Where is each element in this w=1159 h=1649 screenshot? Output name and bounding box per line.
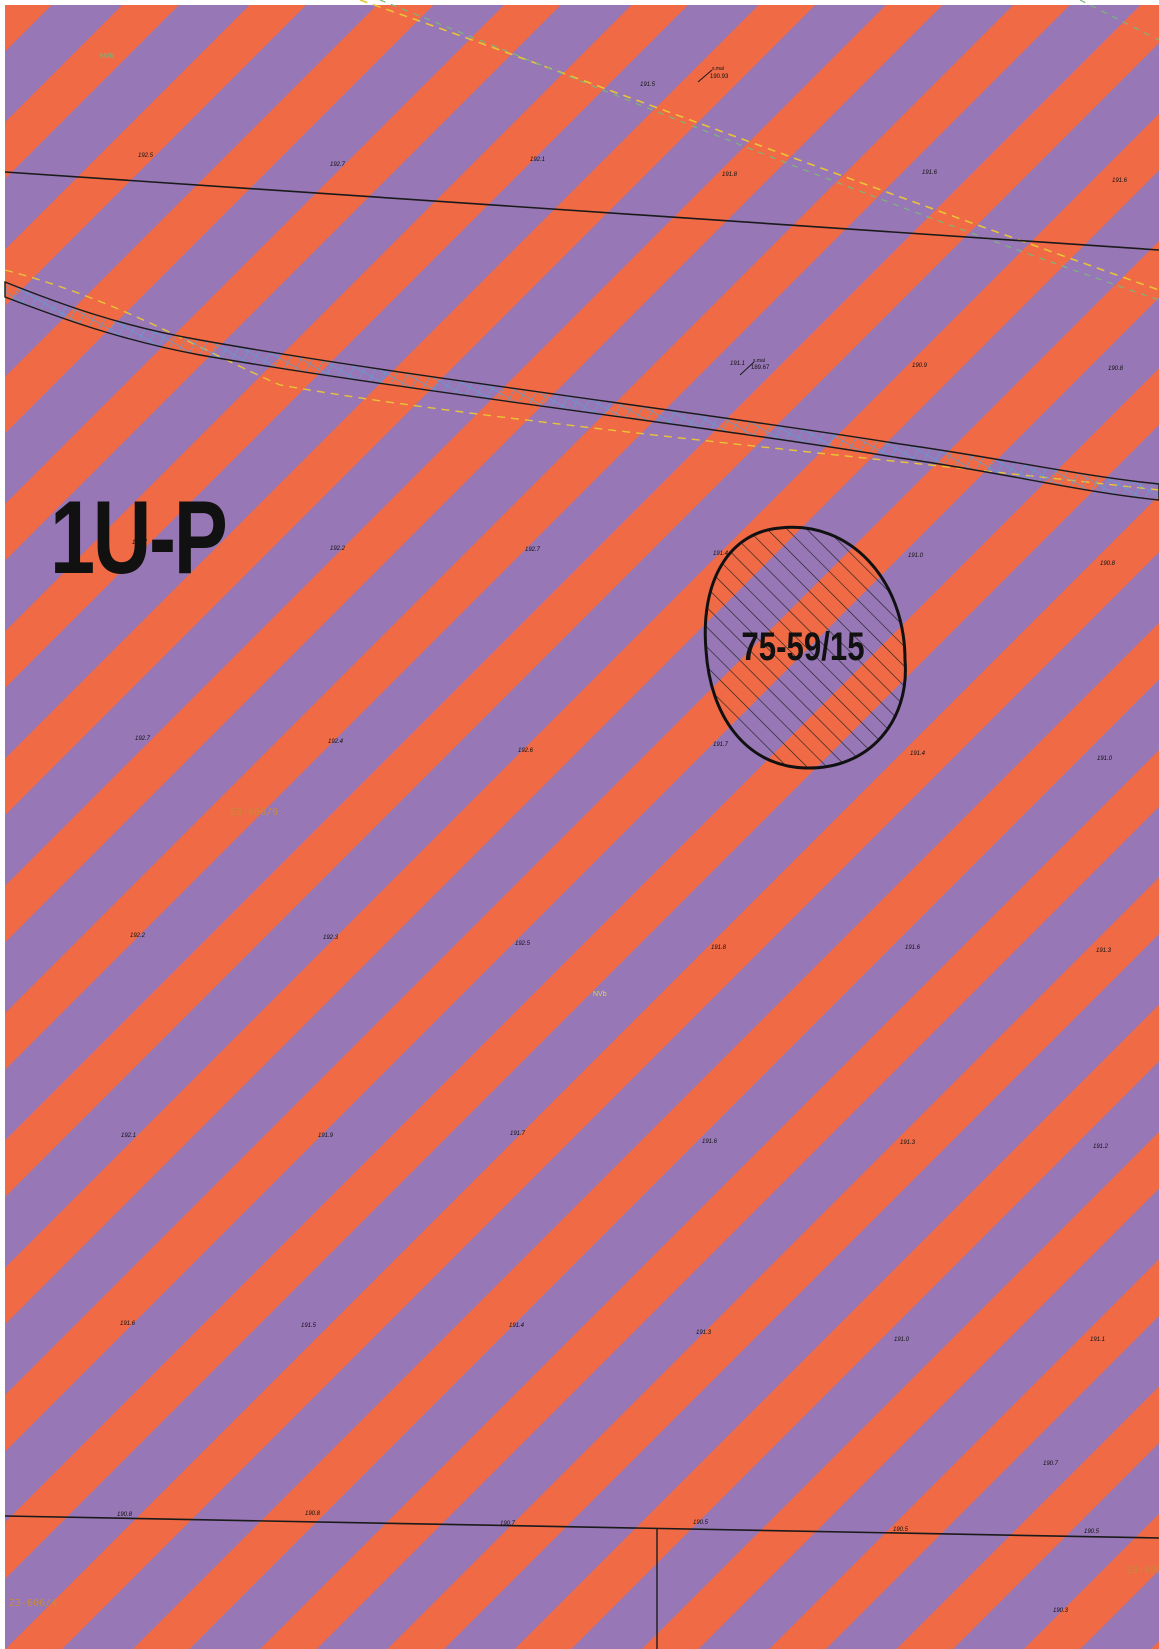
boundary-line-bottom [4, 1515, 1159, 1539]
spot-height-label: 191.0 [908, 553, 924, 559]
spot-height-label: 191.4 [509, 1323, 525, 1329]
parcel-number: 23-606/9 [230, 807, 278, 818]
survey-value: 189.67 [751, 365, 770, 371]
spot-height-label: 191.2 [1093, 1144, 1109, 1150]
spot-height-label: 192.5 [138, 153, 154, 159]
spot-height-label: 191.6 [702, 1139, 718, 1145]
spot-height-label: 191.1 [1090, 1337, 1105, 1343]
spot-height-label: 192.5 [515, 941, 531, 947]
spot-height-label: 192.7 [330, 162, 346, 168]
spot-height-label: 191.8 [711, 945, 727, 951]
spot-height-label: 191.6 [120, 1321, 136, 1327]
spot-height-label: 192.2 [130, 933, 146, 939]
spot-height-label: 190.8 [1108, 366, 1124, 372]
survey-label: s.mal [712, 66, 724, 72]
spot-height-label: 190.5 [893, 1527, 909, 1533]
spot-height-label: 191.0 [1097, 756, 1113, 762]
spot-height-label: 192.7 [132, 540, 148, 546]
spot-height-label: 191.6 [922, 170, 938, 176]
spot-height-label: 190.8 [305, 1511, 321, 1517]
boundary-line-top [4, 171, 1159, 251]
spot-height-label: 191.4 [910, 751, 926, 757]
spot-height-label: 192.7 [135, 736, 151, 742]
zone-code-label: 1U-P [50, 480, 228, 596]
leader-line [739, 361, 755, 376]
spot-height-label: 191.4 [713, 551, 729, 557]
land-use-label: NVb [100, 53, 114, 60]
spot-height-label: 191.0 [894, 1337, 910, 1343]
parcel-number: 23-606/ [1126, 1565, 1159, 1576]
spot-heights: 192.5 192.7 192.1 191.8 191.6 191.6 191.5 191.1… [117, 82, 1128, 1614]
spot-height-label: 191.6 [905, 945, 921, 951]
spot-height-label: 192.1 [121, 1133, 136, 1139]
spot-height-label: 192.4 [328, 739, 344, 745]
spot-height-label: 190.9 [912, 363, 928, 369]
utility-line-yellow-lower [4, 269, 1159, 491]
spot-height-label: 192.3 [323, 935, 339, 941]
survey-label: s.mal [753, 358, 765, 364]
spot-height-label: 192.7 [525, 547, 541, 553]
spot-height-label: 190.5 [1084, 1529, 1100, 1535]
spot-height-label: 191.3 [900, 1140, 916, 1146]
parcel-number: 23-606/4 [9, 1598, 57, 1609]
spot-height-label: 191.3 [696, 1330, 712, 1336]
spot-height-label: 190.3 [1053, 1608, 1069, 1614]
spot-height-label: 191.5 [301, 1323, 317, 1329]
leader-line [697, 69, 713, 83]
spot-height-label: 191.7 [713, 742, 729, 748]
spot-height-label: 190.7 [1043, 1461, 1059, 1467]
spot-height-label: 191.1 [730, 361, 745, 367]
spot-height-label: 191.9 [318, 1133, 334, 1139]
utility-line-yellow [359, 0, 1159, 291]
spot-height-label: 191.5 [640, 82, 656, 88]
spot-height-label: 190.8 [1100, 561, 1116, 567]
spot-height-label: 192.2 [330, 546, 346, 552]
spot-height-label: 191.3 [1096, 948, 1112, 954]
spot-height-label: 190.8 [117, 1512, 133, 1518]
special-area-label: 75-59/15 [741, 624, 864, 669]
spot-height-label: 191.8 [722, 172, 738, 178]
survey-value: 190.93 [710, 74, 729, 80]
utility-line-green-corner [1079, 0, 1159, 41]
watercourse [4, 280, 1159, 501]
spot-height-label: 190.5 [693, 1520, 709, 1526]
utility-line-green [379, 0, 1159, 301]
spot-height-label: 190.7 [500, 1521, 516, 1527]
spot-height-label: 191.7 [510, 1131, 526, 1137]
special-area-outline [703, 525, 907, 770]
zone-background [5, 5, 1159, 1649]
spot-height-label: 192.1 [530, 157, 545, 163]
spot-height-label: 191.6 [1112, 178, 1128, 184]
spot-height-label: 192.6 [518, 748, 534, 754]
land-use-label: NVb [593, 991, 607, 998]
